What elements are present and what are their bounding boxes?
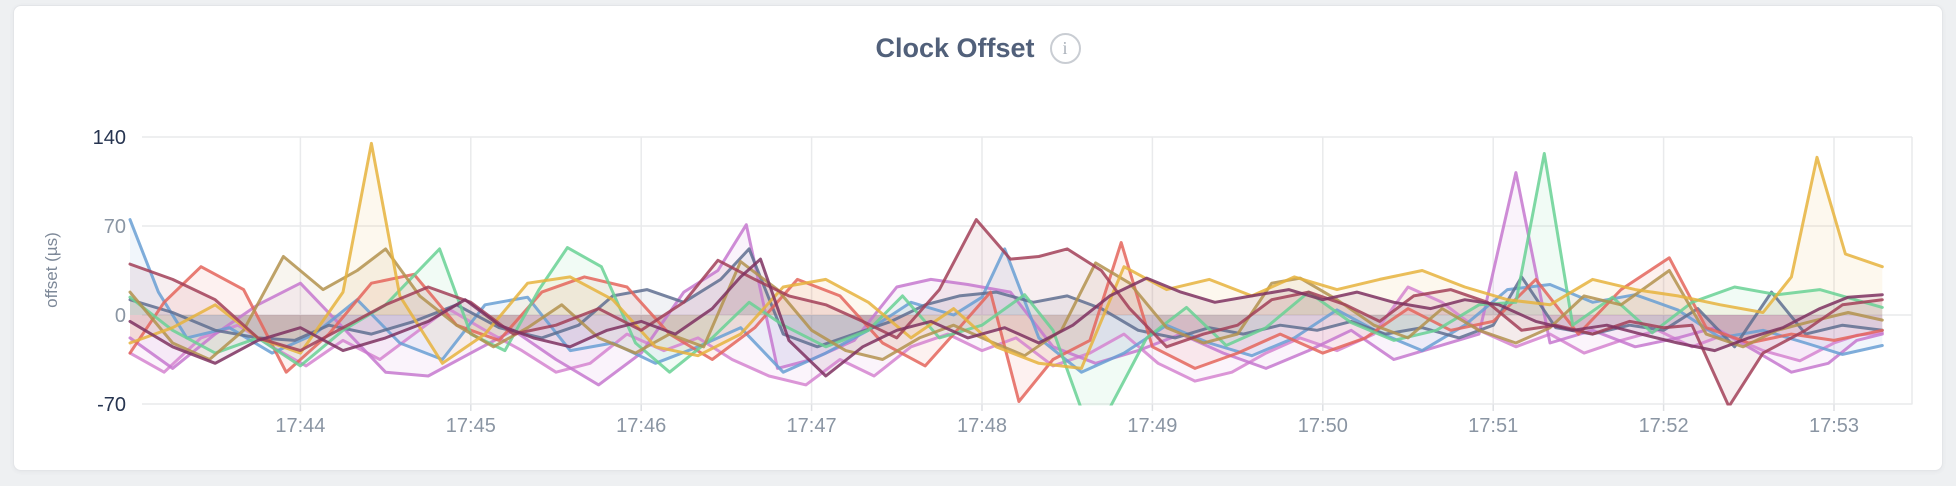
series-area-salmon xyxy=(130,242,1883,402)
x-tick-label: 17:45 xyxy=(446,415,496,437)
x-tick-label: 17:51 xyxy=(1468,415,1518,437)
y-axis-title: offset (µs) xyxy=(42,232,61,308)
x-axis-labels: 17:44 17:45 17:46 17:47 17:48 17:49 17:50 17:51… xyxy=(275,415,1859,437)
series-area-slate xyxy=(130,248,1883,347)
x-tick-label: 17:52 xyxy=(1639,415,1689,437)
clock-offset-card: Clock Offset i xyxy=(13,5,1943,471)
x-tick-label: 17:47 xyxy=(787,415,837,437)
series-area-plum xyxy=(130,259,1883,376)
x-tick-label: 17:46 xyxy=(616,415,666,437)
series-areas xyxy=(130,143,1883,406)
y-tick-label: 70 xyxy=(104,216,126,238)
y-tick-label: 0 xyxy=(115,305,126,327)
chart-title: Clock Offset xyxy=(875,33,1035,63)
x-tick-label: 17:50 xyxy=(1298,415,1348,437)
series-line-orchid xyxy=(128,171,1884,387)
x-tick-label: 17:49 xyxy=(1127,415,1177,437)
y-tick-label: 140 xyxy=(93,127,126,149)
x-tick-label: 17:48 xyxy=(957,415,1007,437)
series-area-maroon xyxy=(130,219,1883,406)
series-line-plum xyxy=(128,257,1884,378)
series-area-olive xyxy=(130,248,1883,360)
series-line-pink xyxy=(128,285,1884,387)
series-line-blue xyxy=(128,218,1884,374)
series-area-orchid xyxy=(130,172,1883,385)
series-line-green xyxy=(128,152,1884,406)
series-lines xyxy=(128,141,1884,406)
series-line-olive xyxy=(128,247,1884,361)
y-tick-label: -70 xyxy=(97,394,126,416)
series-area-green xyxy=(130,153,1883,406)
series-line-gold xyxy=(128,141,1884,370)
y-axis-labels: 140 70 0 -70 xyxy=(93,127,126,416)
info-icon[interactable]: i xyxy=(1049,33,1081,64)
x-tick-label: 17:53 xyxy=(1809,415,1859,437)
x-tick-label: 17:44 xyxy=(275,415,325,437)
chart-header: Clock Offset i xyxy=(14,33,1942,64)
info-icon-glyph: i xyxy=(1062,38,1068,58)
